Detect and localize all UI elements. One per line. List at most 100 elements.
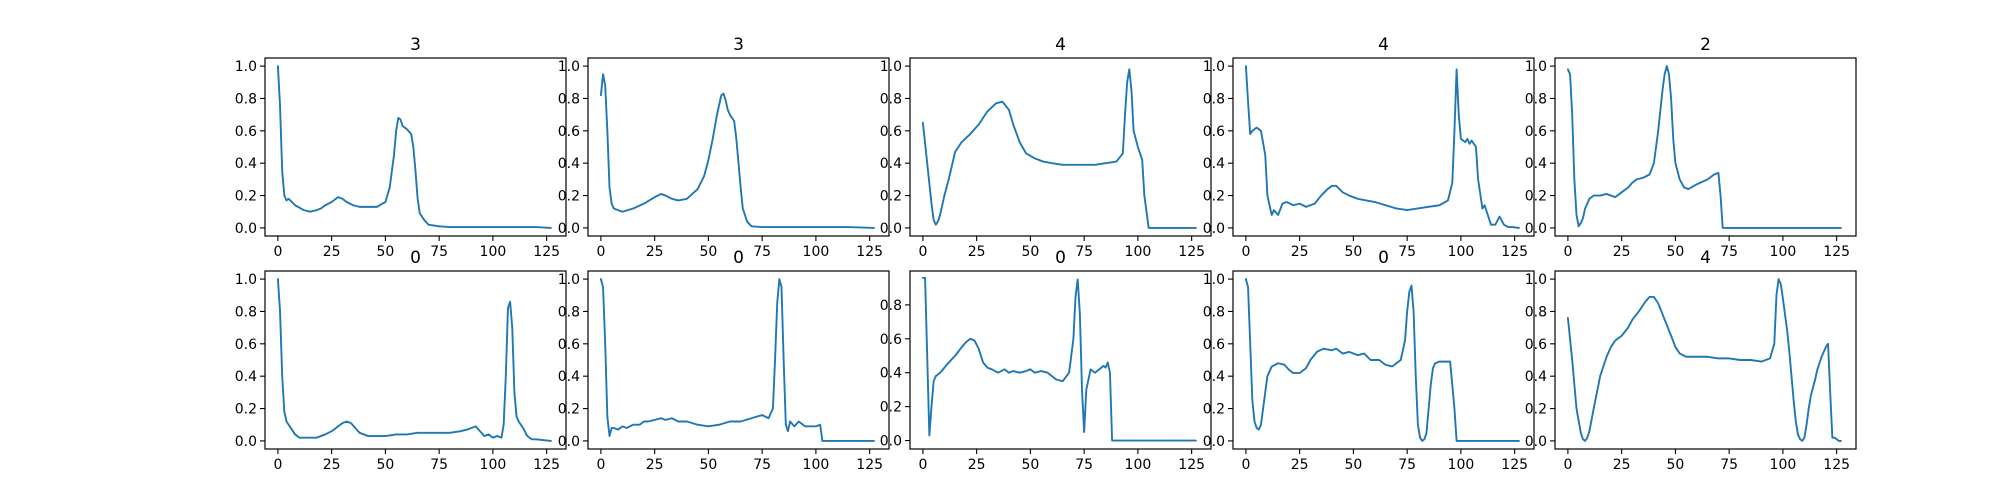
panel-title: 0	[1055, 248, 1066, 268]
plot-frame	[1232, 270, 1535, 450]
x-tick-label: 100	[1448, 244, 1475, 260]
y-tick-label: 0.6	[1525, 124, 1547, 140]
y-tick-label: 0.6	[1203, 337, 1225, 353]
x-tick-label: 125	[533, 244, 560, 260]
y-tick-label: 0.8	[1203, 91, 1225, 107]
x-tick-label: 75	[1398, 244, 1416, 260]
x-tick-label: 25	[1613, 244, 1631, 260]
panel-4: 4 0 25 50 75 100 125 0.0 0.2 0.4 0.6 0.8 1.0	[1203, 35, 1535, 260]
y-tick-label: 0.2	[1525, 402, 1547, 418]
panel-title: 4	[1055, 35, 1066, 55]
x-tick-label: 125	[1501, 457, 1528, 473]
y-tick-label: 1.0	[1525, 59, 1547, 75]
series-line	[1566, 65, 1842, 229]
y-tick-label: 0.4	[1525, 369, 1547, 385]
series-line	[1244, 278, 1520, 442]
series-line	[921, 276, 1197, 442]
x-tick-label: 0	[273, 457, 282, 473]
x-tick-label: 50	[1021, 244, 1039, 260]
y-tick-label: 0.6	[558, 124, 580, 140]
x-tick-label: 50	[376, 457, 394, 473]
x-tick-label: 0	[918, 244, 927, 260]
x-tick-label: 50	[1666, 457, 1684, 473]
x-tick-label: 75	[430, 457, 448, 473]
x-tick-label: 25	[323, 244, 341, 260]
x-tick-label: 50	[1344, 244, 1362, 260]
x-tick-label: 25	[968, 244, 986, 260]
y-tick-label: 0.2	[558, 402, 580, 418]
x-tick-label: 50	[376, 244, 394, 260]
y-tick-label: 0.8	[880, 91, 902, 107]
x-tick-label: 25	[646, 244, 664, 260]
x-tick-label: 100	[803, 244, 830, 260]
series-line	[599, 278, 875, 442]
y-tick-label: 0.2	[235, 402, 257, 418]
x-tick-label: 50	[699, 457, 717, 473]
y-tick-label: 0.0	[1525, 221, 1547, 237]
x-tick-label: 50	[1021, 457, 1039, 473]
y-tick-label: 0.2	[558, 189, 580, 205]
y-tick-label: 1.0	[1525, 272, 1547, 288]
series-line	[1244, 65, 1520, 229]
x-tick-label: 100	[1770, 244, 1797, 260]
x-tick-label: 0	[1563, 244, 1572, 260]
x-tick-label: 125	[856, 244, 883, 260]
y-tick-label: 0.8	[880, 298, 902, 314]
panel-title: 2	[1700, 35, 1711, 55]
panel-title: 0	[1378, 248, 1389, 268]
panel-title: 4	[1700, 248, 1711, 268]
x-tick-label: 75	[1075, 457, 1093, 473]
plot-frame	[264, 270, 567, 450]
x-tick-label: 125	[1823, 244, 1850, 260]
x-tick-label: 100	[480, 244, 507, 260]
x-tick-label: 125	[1823, 457, 1850, 473]
x-tick-label: 75	[1720, 244, 1738, 260]
x-tick-label: 0	[596, 457, 605, 473]
y-tick-label: 0.4	[235, 156, 257, 172]
y-tick-label: 0.6	[235, 124, 257, 140]
y-tick-label: 0.2	[880, 189, 902, 205]
panel-9: 0 0 25 50 75 100 125 0.0 0.2 0.4 0.6 0.8 1.0	[1203, 248, 1535, 473]
plot-frame	[909, 57, 1212, 237]
panel-title: 0	[733, 248, 744, 268]
panel-title: 4	[1378, 35, 1389, 55]
y-tick-label: 1.0	[1203, 59, 1225, 75]
x-tick-label: 0	[1241, 457, 1250, 473]
y-tick-label: 0.0	[1203, 434, 1225, 450]
x-tick-label: 100	[1125, 457, 1152, 473]
plot-frame	[264, 57, 567, 237]
y-tick-label: 1.0	[880, 59, 902, 75]
x-tick-label: 125	[1178, 244, 1205, 260]
x-tick-label: 50	[699, 244, 717, 260]
x-tick-label: 25	[323, 457, 341, 473]
y-tick-label: 0.6	[880, 332, 902, 348]
x-tick-label: 100	[480, 457, 507, 473]
series-line	[276, 65, 552, 229]
y-tick-label: 0.4	[1525, 156, 1547, 172]
x-tick-label: 25	[1291, 244, 1309, 260]
panel-title: 3	[733, 35, 744, 55]
y-tick-label: 0.2	[235, 189, 257, 205]
x-tick-label: 50	[1344, 457, 1362, 473]
y-tick-label: 1.0	[235, 59, 257, 75]
series-line	[1566, 278, 1842, 442]
x-tick-label: 75	[1398, 457, 1416, 473]
x-tick-label: 125	[533, 457, 560, 473]
x-tick-label: 25	[1291, 457, 1309, 473]
x-tick-label: 0	[273, 244, 282, 260]
series-line	[921, 68, 1197, 229]
y-tick-label: 0.0	[235, 221, 257, 237]
y-tick-label: 1.0	[558, 272, 580, 288]
x-tick-label: 25	[646, 457, 664, 473]
x-tick-label: 50	[1666, 244, 1684, 260]
series-line	[599, 73, 875, 229]
y-tick-label: 0.4	[880, 366, 902, 382]
y-tick-label: 0.6	[558, 337, 580, 353]
panel-10: 4 0 25 50 75 100 125 0.0 0.2 0.4 0.6 0.8 1.0	[1525, 248, 1857, 473]
panel-1: 3 0 25 50 75 100 125 0.0 0.2 0.4 0.6 0.8 1.0	[235, 35, 567, 260]
panel-title: 3	[410, 35, 421, 55]
plot-frame	[1232, 57, 1535, 237]
y-tick-label: 1.0	[235, 272, 257, 288]
y-tick-label: 0.8	[1525, 91, 1547, 107]
